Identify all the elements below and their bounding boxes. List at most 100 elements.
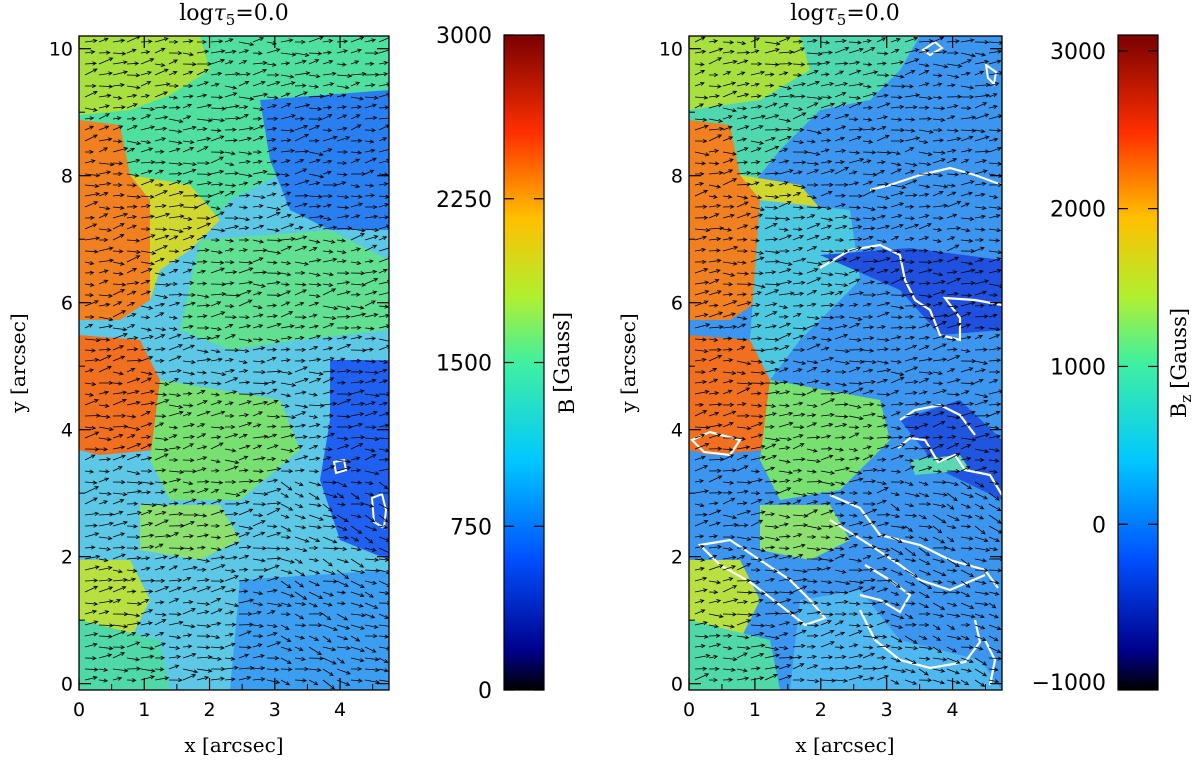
field-vector-arrow xyxy=(708,194,718,199)
field-vector-arrow xyxy=(84,324,94,329)
field-vector-arrow xyxy=(140,290,152,296)
field-vector-arrow xyxy=(280,679,291,686)
field-vector-arrow xyxy=(820,95,833,100)
field-vector-arrow xyxy=(112,282,127,287)
field-vector-arrow xyxy=(806,435,821,440)
field-vector-arrow xyxy=(182,469,198,474)
field-vector-arrow xyxy=(918,129,935,134)
field-vector-arrow xyxy=(196,303,211,308)
field-vector-arrow xyxy=(126,613,141,618)
field-vector-arrow xyxy=(350,194,363,199)
field-vector-arrow xyxy=(736,195,749,200)
field-vector-arrow xyxy=(238,72,251,77)
field-vector-arrow xyxy=(140,147,154,153)
field-vector-arrow xyxy=(98,147,109,153)
field-vector-arrow xyxy=(820,509,834,516)
field-vector-arrow xyxy=(252,248,268,253)
field-vector-arrow xyxy=(84,236,101,241)
field-vector-arrow xyxy=(834,435,847,440)
field-vector-arrow xyxy=(238,151,253,156)
field-vector-arrow xyxy=(294,159,305,164)
field-vector-arrow xyxy=(294,168,308,175)
field-vector-arrow xyxy=(168,677,183,683)
field-vector-arrow xyxy=(294,613,305,620)
field-vector-arrow xyxy=(308,214,325,219)
field-vector-arrow xyxy=(378,292,389,296)
field-vector-arrow xyxy=(792,543,806,549)
field-vector-arrow xyxy=(168,586,182,593)
field-vector-arrow xyxy=(932,679,945,685)
field-vector-arrow xyxy=(890,359,902,364)
field-vector-arrow xyxy=(736,489,749,494)
field-vector-arrow xyxy=(778,421,794,428)
field-vector-arrow xyxy=(988,547,999,552)
field-vector-arrow xyxy=(98,246,114,252)
heatmap-left-region-blue-lower-right xyxy=(320,360,389,560)
field-vector-arrow xyxy=(336,444,350,450)
field-vector-arrow xyxy=(904,136,921,142)
field-vector-arrow xyxy=(364,227,380,233)
field-vector-arrow xyxy=(294,261,310,266)
field-vector-arrow xyxy=(708,39,719,44)
field-vector-arrow xyxy=(778,554,793,560)
field-vector-arrow xyxy=(863,501,876,507)
field-vector-arrow xyxy=(890,435,904,440)
field-vector-arrow xyxy=(224,171,240,176)
field-vector-arrow xyxy=(918,268,933,274)
field-vector-arrow xyxy=(280,403,290,408)
field-vector-arrow xyxy=(322,413,334,418)
field-vector-arrow xyxy=(280,591,295,598)
field-vector-arrow xyxy=(308,94,325,99)
field-vector-arrow xyxy=(989,369,1001,375)
field-vector-arrow xyxy=(378,448,389,453)
field-vector-arrow xyxy=(848,127,864,132)
field-vector-arrow xyxy=(722,379,734,384)
field-vector-arrow xyxy=(168,378,180,384)
field-vector-arrow xyxy=(252,359,266,364)
field-vector-arrow xyxy=(988,525,1002,534)
field-vector-arrow xyxy=(764,158,777,164)
field-vector-arrow xyxy=(308,392,319,397)
field-vector-arrow xyxy=(98,646,114,651)
field-vector-arrow xyxy=(210,468,220,473)
field-vector-arrow xyxy=(336,414,351,419)
field-vector-arrow xyxy=(932,480,948,485)
field-vector-arrow xyxy=(890,305,905,310)
x-tick-label: 1 xyxy=(138,699,150,721)
field-vector-arrow xyxy=(918,501,932,507)
field-vector-arrow xyxy=(736,612,753,617)
field-vector-arrow xyxy=(336,546,348,551)
field-vector-arrow xyxy=(378,124,389,131)
field-vector-arrow xyxy=(393,61,404,64)
field-vector-arrow xyxy=(182,235,195,241)
field-vector-arrow xyxy=(764,41,781,46)
field-vector-arrow xyxy=(196,445,208,450)
field-vector-arrow xyxy=(848,643,859,648)
field-vector-arrow xyxy=(364,326,375,331)
field-vector-arrow xyxy=(364,300,376,307)
field-vector-arrow xyxy=(764,674,778,681)
field-vector-arrow xyxy=(988,613,1000,619)
field-vector-arrow xyxy=(84,381,97,387)
field-vector-arrow xyxy=(806,343,821,351)
field-vector-arrow xyxy=(112,454,127,461)
field-vector-arrow xyxy=(112,83,125,88)
field-vector-arrow xyxy=(834,521,847,527)
field-vector-arrow xyxy=(182,633,193,638)
field-vector-arrow xyxy=(210,260,225,265)
field-vector-arrow xyxy=(294,569,306,577)
field-vector-arrow xyxy=(350,558,365,568)
field-vector-arrow xyxy=(154,370,167,375)
field-vector-arrow xyxy=(322,480,338,485)
field-vector-arrow xyxy=(252,313,264,318)
field-vector-arrow xyxy=(266,280,281,285)
field-vector-arrow xyxy=(820,381,831,387)
field-vector-arrow xyxy=(876,468,887,473)
field-vector-arrow xyxy=(126,377,141,384)
field-vector-arrow xyxy=(919,622,930,628)
field-vector-arrow xyxy=(140,609,154,615)
field-vector-arrow xyxy=(224,260,235,265)
field-vector-arrow xyxy=(140,435,152,440)
field-vector-arrow xyxy=(252,546,267,551)
field-vector-arrow xyxy=(890,645,903,651)
